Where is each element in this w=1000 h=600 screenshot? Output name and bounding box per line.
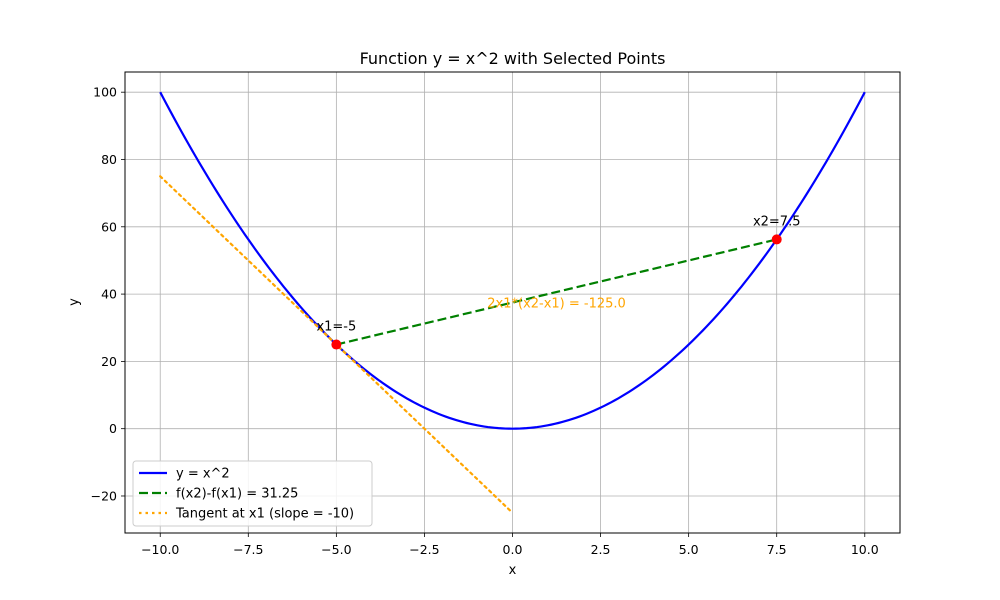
y-tick-label: 60 [101,219,117,234]
x-tick-label: 2.5 [591,542,611,557]
x-tick-label: 5.0 [679,542,699,557]
point-marker [771,234,782,245]
x-tick-label: −2.5 [409,542,439,557]
point-label: x2=7.5 [753,214,801,229]
point-marker [331,339,342,350]
x-tick-label: 10.0 [851,542,879,557]
y-tick-label: 40 [101,287,117,302]
annotations-layer: 2x1*(x2-x1) = -125.0 [487,297,626,312]
legend: y = x^2 f(x2)-f(x1) = 31.25 Tangent at x1 … [132,460,373,527]
legend-box [132,460,373,527]
legend-label: f(x2)-f(x1) = 31.25 [176,487,298,502]
point-label: x1=-5 [316,320,356,335]
y-tick-label: 20 [101,354,117,369]
y-axis-ticks: −20 0 20 40 60 80 100 [91,85,125,503]
x-tick-label: −10.0 [141,542,179,557]
legend-label: y = x^2 [176,467,230,482]
x-axis-label: x [509,563,517,578]
y-tick-label: −20 [91,488,117,503]
x-tick-label: 0.0 [503,542,523,557]
x-tick-label: 7.5 [767,542,787,557]
chart-title: Function y = x^2 with Selected Points [360,49,666,68]
series-line [159,91,866,430]
legend-label: Tangent at x1 (slope = -10) [175,507,354,522]
x-tick-label: −5.0 [321,542,351,557]
series-line [336,238,777,346]
y-tick-label: 80 [101,152,117,167]
annotation-text: 2x1*(x2-x1) = -125.0 [487,297,626,312]
y-tick-label: 0 [109,421,117,436]
y-axis-label: y [67,298,82,306]
points-layer: x1=-5 x2=7.5 [316,214,801,350]
x-axis-ticks: −10.0 −7.5 −5.0 −2.5 0.0 2.5 5.0 7.5 10.0 [141,533,879,557]
y-tick-label: 100 [93,85,117,100]
x-tick-label: −7.5 [233,542,263,557]
